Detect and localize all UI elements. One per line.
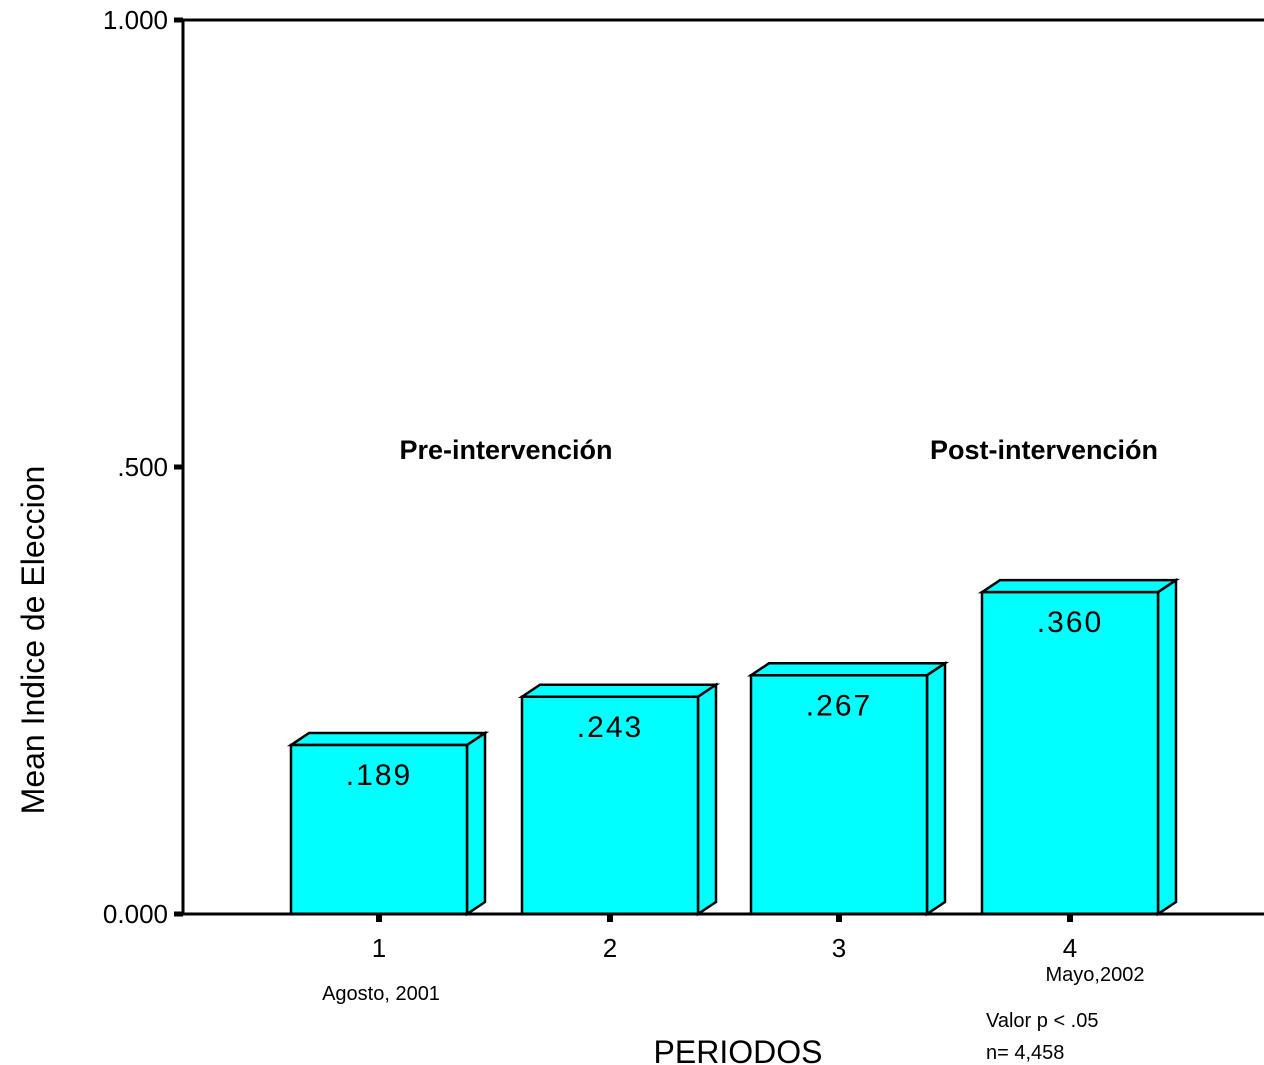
bar-front-face [980, 590, 1160, 916]
bar: .243 [517, 682, 721, 917]
x-tick-label: 4 [1063, 933, 1077, 963]
y-axis-title: Mean Indice de Eleccion [15, 466, 51, 815]
x-tick-label: 2 [603, 933, 617, 963]
bar-top-face [977, 578, 1181, 594]
y-tick-label: 0.000 [103, 899, 168, 929]
bar-side-face [1156, 577, 1178, 917]
bars-group: .189 .243 .267 .360 [286, 577, 1181, 917]
x-tick-label: 1 [372, 933, 386, 963]
bar-value-label: .360 [1037, 606, 1103, 639]
bar-side-face [696, 682, 718, 917]
x-axis-title: PERIODOS [654, 1034, 823, 1065]
bar-side-face [465, 730, 487, 917]
bar: .189 [286, 730, 490, 917]
bar-value-label: .267 [806, 689, 872, 722]
y-ticks-group: 0.000 .500 1.000 [103, 5, 183, 929]
x-tick-label: 3 [832, 933, 846, 963]
bar-front-face [749, 674, 929, 916]
bar: .267 [746, 660, 950, 917]
first-period-sublabel: Agosto, 2001 [322, 983, 440, 1005]
bar-value-label: .189 [346, 759, 412, 792]
post-intervention-annotation: Post-intervención [930, 435, 1158, 465]
bar-front-face [289, 743, 469, 916]
bar-top-face [286, 731, 490, 747]
p-value-note: Valor p < .05 [986, 1010, 1098, 1032]
last-period-sublabel: Mayo,2002 [1046, 964, 1145, 986]
y-tick-label: 1.000 [103, 5, 168, 35]
bar-value-label: .243 [577, 711, 643, 744]
bar-top-face [746, 662, 950, 677]
bar-side-face [925, 660, 947, 917]
x-ticks-group: 1 2 3 4 [372, 914, 1077, 963]
y-tick-label: .500 [117, 452, 168, 482]
pre-intervention-annotation: Pre-intervención [399, 435, 612, 465]
bar-top-face [517, 683, 721, 699]
bar: .360 [977, 577, 1181, 917]
bar-front-face [520, 695, 700, 916]
sample-size-note: n= 4,458 [986, 1042, 1064, 1064]
